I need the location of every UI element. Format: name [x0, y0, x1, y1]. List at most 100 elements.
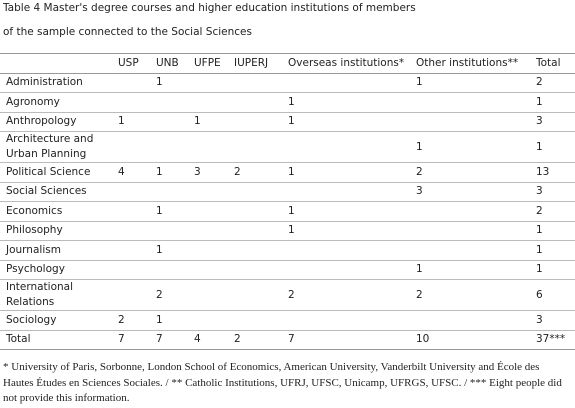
cell: 6	[530, 279, 575, 311]
cell	[228, 260, 282, 280]
row-label: Economics	[0, 201, 112, 222]
cell: 1	[150, 310, 188, 331]
row-label: Agronomy	[0, 92, 112, 113]
cell: 2	[112, 310, 150, 331]
cell	[150, 260, 188, 280]
cell	[150, 112, 188, 132]
cell: 2	[410, 279, 530, 311]
cell	[410, 221, 530, 241]
cell	[112, 182, 150, 202]
cell	[112, 73, 150, 93]
column-header: Total	[530, 53, 575, 74]
title-line: Table 4 Master's degree courses and high…	[3, 2, 416, 14]
cell	[228, 92, 282, 113]
cell	[228, 221, 282, 241]
cell: 1	[112, 112, 150, 132]
cell: 2	[530, 73, 575, 93]
cell: 1	[530, 92, 575, 113]
row-label: Administration	[0, 73, 112, 93]
cell	[188, 182, 228, 202]
cell	[228, 310, 282, 331]
cell: 7	[112, 330, 150, 350]
cell: 1	[410, 73, 530, 93]
row: Psychology 1 1	[0, 260, 575, 280]
cell: 2	[150, 279, 188, 311]
row-label: Political Science	[0, 162, 112, 183]
cell: 1	[282, 112, 410, 132]
cell	[282, 131, 410, 163]
cell: 1	[282, 221, 410, 241]
row-label: Journalism	[0, 240, 112, 261]
cell	[282, 310, 410, 331]
cell: 1	[282, 92, 410, 113]
column-header: Other institutions**	[410, 53, 530, 74]
cell	[112, 131, 150, 163]
cell	[112, 201, 150, 222]
cell: 3	[530, 182, 575, 202]
row-label: Social Sciences	[0, 182, 112, 202]
cell	[282, 240, 410, 261]
row-label: International Relations	[0, 279, 112, 311]
title-line: of the sample connected to the Social Sc…	[3, 26, 252, 38]
row: Journalism 1 1	[0, 240, 575, 261]
cell	[188, 260, 228, 280]
cell: 2	[282, 279, 410, 311]
cell: 1	[410, 260, 530, 280]
cell	[150, 221, 188, 241]
cell: 2	[228, 162, 282, 183]
cell	[410, 310, 530, 331]
row-label: Philosophy	[0, 221, 112, 241]
cell	[188, 310, 228, 331]
cell: 1	[530, 260, 575, 280]
row: Administration 1 1 2	[0, 73, 575, 93]
cell	[112, 279, 150, 311]
cell	[228, 182, 282, 202]
cell	[228, 73, 282, 93]
cell	[112, 240, 150, 261]
column-header	[0, 53, 112, 74]
header-row: USP UNB UFPE IUPERJ Overseas institutions* Ot…	[0, 53, 575, 74]
cell	[150, 182, 188, 202]
footnote: * University of Paris, Sorbonne, London …	[3, 361, 562, 404]
row-label: Architecture and Urban Planning	[0, 131, 112, 163]
cell	[150, 92, 188, 113]
cell	[228, 131, 282, 163]
row: Social Sciences 3 3	[0, 182, 575, 202]
row: Political Science 4 1 3 2 1 2 13	[0, 162, 575, 183]
cell: 10	[410, 330, 530, 350]
cell	[410, 112, 530, 132]
row: International Relations 2 2 2 6	[0, 279, 575, 311]
row: Sociology 2 1 3	[0, 310, 575, 331]
cell	[188, 201, 228, 222]
table: USP UNB UFPE IUPERJ Overseas institutions* Ot…	[0, 53, 575, 350]
cell: 37***	[530, 330, 575, 350]
cell: 1	[530, 131, 575, 163]
cell	[228, 112, 282, 132]
cell: 1	[282, 162, 410, 183]
cell: 2	[228, 330, 282, 350]
row-label: Total	[0, 330, 112, 350]
cell: 1	[410, 131, 530, 163]
cell	[188, 92, 228, 113]
cell	[112, 221, 150, 241]
row: Economics 1 1 2	[0, 201, 575, 222]
cell	[112, 260, 150, 280]
row-label: Sociology	[0, 310, 112, 331]
row-label: Psychology	[0, 260, 112, 280]
cell: 1	[188, 112, 228, 132]
column-header: USP	[112, 53, 150, 74]
cell	[228, 201, 282, 222]
cell: 1	[530, 221, 575, 241]
row: Anthropology 1 1 1 3	[0, 112, 575, 132]
cell	[150, 131, 188, 163]
cell	[282, 73, 410, 93]
row: Agronomy 1 1	[0, 92, 575, 113]
cell: 1	[150, 201, 188, 222]
cell	[188, 279, 228, 311]
cell: 3	[530, 112, 575, 132]
cell	[282, 260, 410, 280]
cell: 3	[410, 182, 530, 202]
cell: 2	[410, 162, 530, 183]
cell: 1	[282, 201, 410, 222]
cell	[188, 131, 228, 163]
